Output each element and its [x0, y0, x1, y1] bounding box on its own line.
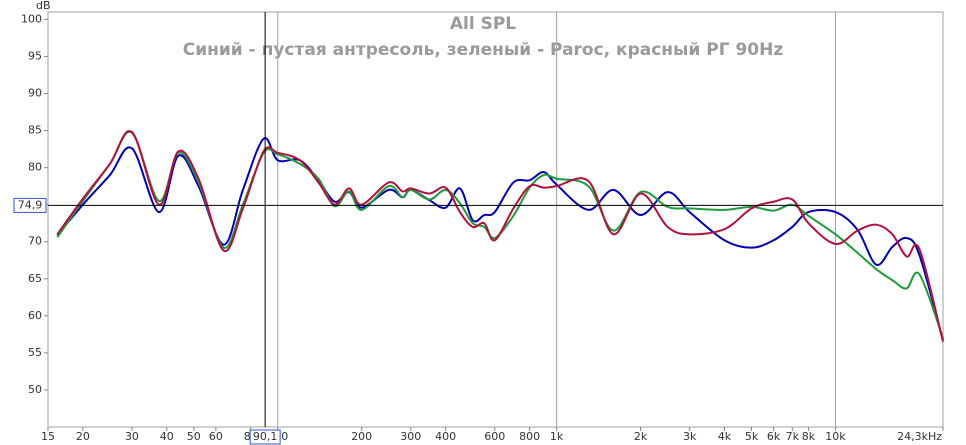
x-tick-label: 10k	[825, 430, 846, 443]
y-tick-label: 85	[28, 124, 42, 137]
x-tick-label: 2k	[634, 430, 648, 443]
chart-title: All SPL	[450, 14, 516, 34]
x-tick-label: 4k	[718, 430, 732, 443]
x-tick-label: 600	[484, 430, 505, 443]
series-line	[56, 137, 944, 341]
y-tick-label: 70	[28, 235, 42, 248]
x-tick-label: 30	[125, 430, 139, 443]
cursor-x-label: 90,1	[253, 430, 278, 443]
x-tick-label: 40	[160, 430, 174, 443]
y-tick-label: 55	[28, 346, 42, 359]
cursor-y-label: 74,9	[18, 198, 43, 211]
x-tick-label: 300	[400, 430, 421, 443]
x-tick-label: 15	[41, 430, 55, 443]
x-tick-label: 60	[209, 430, 223, 443]
x-tick-label: 200	[351, 430, 372, 443]
x-tick-label: 3k	[683, 430, 697, 443]
x-tick-label: 24,3kHz	[897, 430, 942, 443]
y-tick-label: 80	[28, 161, 42, 174]
x-tick-label: 7k	[786, 430, 800, 443]
y-tick-label: 50	[28, 383, 42, 396]
y-tick-label: 60	[28, 309, 42, 322]
y-tick-label: 100	[21, 12, 42, 25]
x-tick-label: 8k	[802, 430, 816, 443]
x-tick-label: 5k	[745, 430, 759, 443]
x-tick-label: 50	[187, 430, 201, 443]
x-tick-label: 1k	[550, 430, 564, 443]
x-tick-label: 400	[435, 430, 456, 443]
x-tick-label: 20	[76, 430, 90, 443]
x-tick-label: 800	[519, 430, 540, 443]
cursor-x-box	[249, 429, 281, 445]
y-tick-label: 65	[28, 272, 42, 285]
plot-frame	[47, 11, 944, 428]
series-line	[56, 130, 944, 343]
cursor-y-box	[13, 197, 47, 213]
x-tick-label: 6k	[767, 430, 781, 443]
y-tick-label: 95	[28, 49, 42, 62]
chart-subtitle: Синий - пустая антресоль, зеленый - Paro…	[183, 40, 784, 60]
y-tick-label: 90	[28, 87, 42, 100]
y-axis-label: dB	[36, 0, 51, 12]
